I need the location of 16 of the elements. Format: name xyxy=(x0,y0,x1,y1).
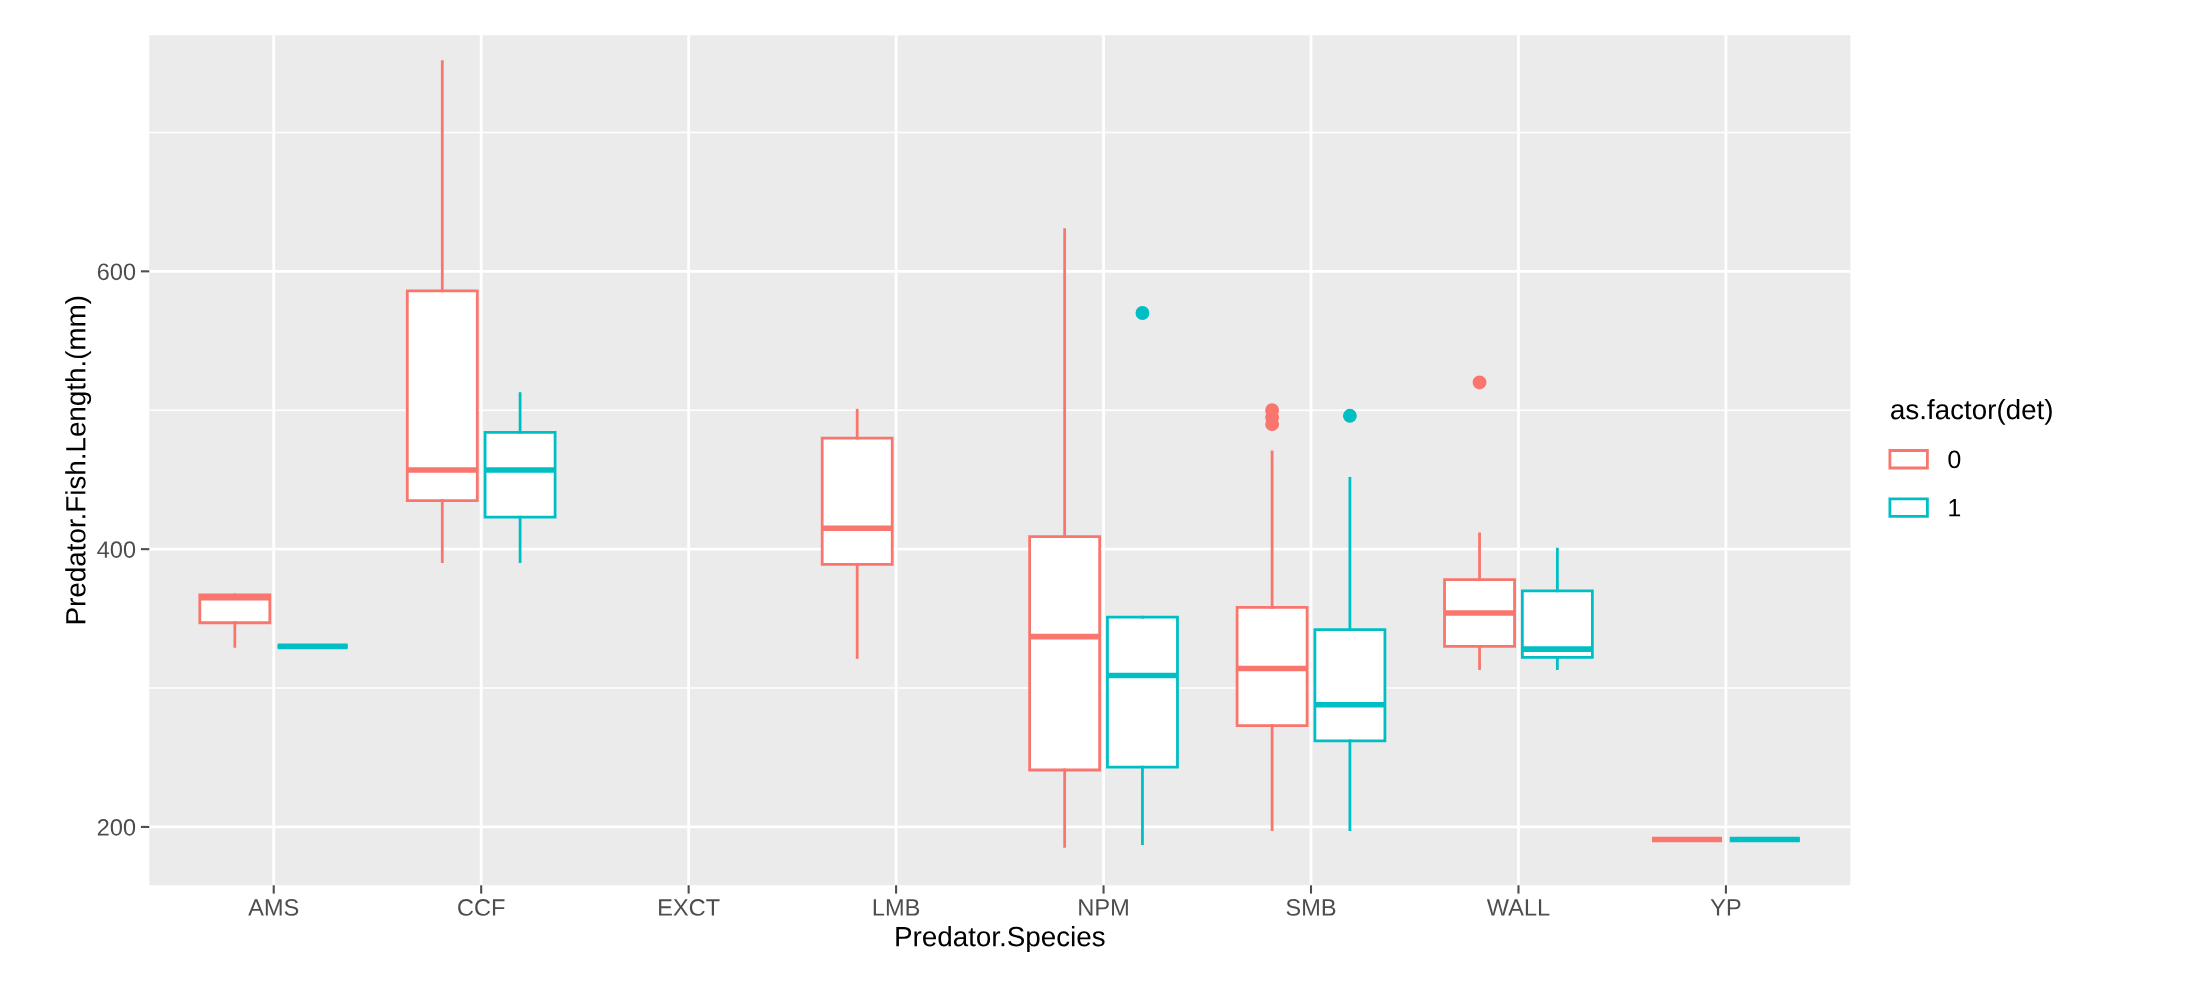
x-tick-label: EXCT xyxy=(659,899,720,916)
x-tick-label: YP xyxy=(1710,899,1741,916)
x-tick-label: LMB xyxy=(873,899,920,916)
y-tick-label: 600 xyxy=(97,263,136,281)
x-tick-label: CCF xyxy=(458,899,505,916)
y-axis-title: Predator.Fish.Length.(mm) xyxy=(65,296,92,624)
y-tick-label: 200 xyxy=(97,819,136,836)
x-tick-label: NPM xyxy=(1079,899,1128,916)
x-tick-label: SMB xyxy=(1286,899,1336,916)
legend-title: as.factor(det) xyxy=(1891,398,2052,425)
x-tick-label: AMS xyxy=(248,899,299,916)
x-tick-label: WALL xyxy=(1486,899,1550,916)
x-axis-title: Predator.Species xyxy=(896,926,1105,952)
legend-label: 1 xyxy=(1949,499,1961,517)
y-tick-label: 400 xyxy=(97,541,136,558)
legend-label: 0 xyxy=(1948,450,1961,469)
